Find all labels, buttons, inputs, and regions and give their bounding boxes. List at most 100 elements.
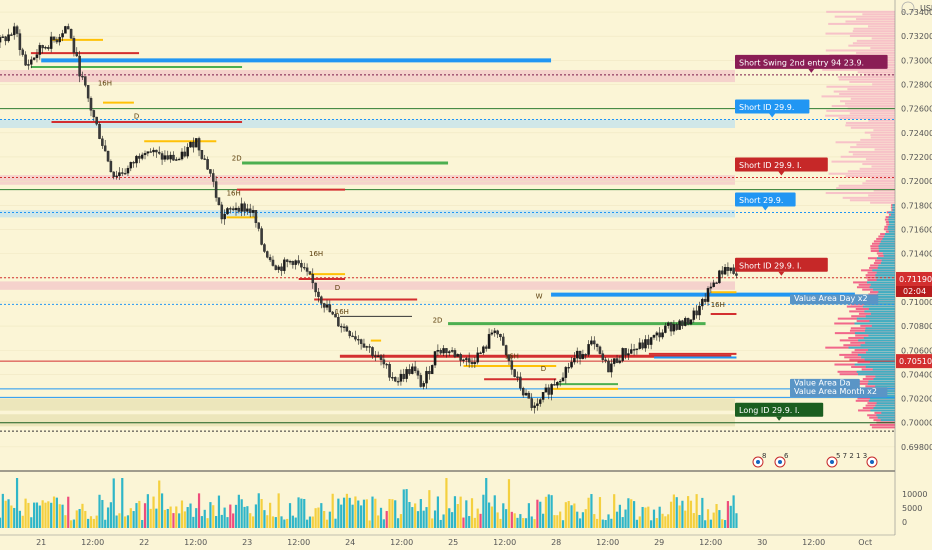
level-tag[interactable]: [735, 54, 888, 69]
candle-body: [280, 266, 283, 271]
volume-profile-bar: [867, 281, 895, 284]
candle-body: [328, 304, 332, 313]
candle-body: [473, 362, 477, 365]
level-tag[interactable]: [735, 257, 828, 272]
timeframe-label: 16H: [227, 190, 241, 198]
candle-body: [92, 110, 96, 118]
volume-bar: [271, 516, 275, 528]
candle-body: [371, 347, 374, 356]
volume-bar: [513, 513, 516, 528]
volume-bar: [21, 515, 24, 528]
time-tick-label: 22: [139, 538, 149, 547]
event-badges[interactable]: 8 6 5 7 2 1 3: [752, 452, 878, 468]
volume-bar: [328, 511, 331, 528]
level-labels[interactable]: Short Swing 2nd entry 94 23.9. Short ID 2…: [735, 54, 888, 421]
volume-bar: [35, 502, 39, 528]
volume-bar: [396, 518, 400, 528]
volume-profile-bar: [871, 324, 895, 327]
candle-body: [266, 251, 269, 258]
level-tag[interactable]: [735, 157, 828, 172]
volume-bar: [163, 509, 167, 528]
candle-body: [666, 322, 670, 326]
volume-bar: [368, 520, 371, 528]
candle-body: [263, 244, 266, 252]
level-tag[interactable]: [790, 294, 879, 305]
volume-bar: [50, 502, 53, 528]
volume-profile-bar: [870, 201, 895, 204]
volume-bar: [197, 493, 201, 528]
candle-body: [672, 324, 676, 332]
volume-bar: [601, 519, 604, 528]
volume-profile-bar: [848, 150, 895, 153]
candle-body: [121, 172, 124, 174]
candle-body: [44, 47, 47, 49]
volume-profile-bar: [865, 158, 895, 161]
candle-body: [288, 261, 292, 263]
volume-profile-bar: [876, 402, 895, 405]
candle-body: [180, 151, 184, 160]
level-tag[interactable]: [735, 402, 824, 417]
candle-body: [32, 57, 36, 60]
volume-bar: [735, 513, 738, 528]
candle-body: [203, 158, 206, 160]
volume-bar: [112, 478, 115, 528]
volume-bar: [212, 505, 215, 528]
volume-bar: [544, 496, 548, 528]
candle-body: [612, 358, 616, 364]
candle-body: [229, 208, 232, 210]
current-price-tag[interactable]: [896, 271, 932, 286]
volume-profile: [821, 10, 895, 429]
candle-body: [89, 97, 93, 111]
volume-profile-bar: [878, 291, 895, 294]
price-axis[interactable]: 0.73400 0.73200 0.73000 0.72800 0.72600 0.724…: [896, 8, 932, 452]
candle-body: [169, 154, 172, 160]
candle-body: [115, 175, 118, 178]
volume-profile-bar: [825, 49, 895, 52]
level-tag[interactable]: [735, 192, 796, 207]
volume-bar: [652, 509, 656, 528]
candle-body: [510, 360, 514, 370]
volume-bar: [95, 515, 98, 528]
level-tag[interactable]: [790, 378, 860, 389]
volume-bar: [254, 504, 258, 528]
volume-bar: [726, 501, 730, 528]
volume-profile-bar: [838, 78, 895, 81]
candle-body: [393, 377, 397, 382]
volume-bar: [630, 499, 633, 528]
volume-bar: [684, 510, 687, 528]
candle-body: [64, 26, 67, 34]
candle-body: [507, 354, 511, 361]
currency-badge[interactable]: USD: [901, 1, 932, 15]
volume-profile-bar: [870, 177, 895, 180]
volume-profile-bar: [825, 192, 895, 195]
level-tag[interactable]: [735, 99, 810, 114]
level-tag-pointer: [778, 171, 785, 176]
volume-profile-bar: [883, 235, 895, 238]
volume-profile-bar: [837, 76, 895, 79]
candle-body: [590, 340, 593, 345]
volume-bar: [547, 494, 550, 528]
time-axis[interactable]: 21 12:00 22 12:00 23 12:00 24 12:00 25 12:00 28 12:…: [36, 538, 872, 547]
volume-profile-bar: [864, 131, 895, 134]
volume-bar: [613, 494, 616, 528]
candle-body: [698, 305, 701, 316]
candle-body: [396, 381, 400, 383]
candle-body: [669, 322, 673, 332]
volume-bar: [331, 493, 334, 528]
volume-bar: [462, 517, 465, 528]
level-tag[interactable]: [790, 387, 888, 398]
volume-bar: [115, 515, 118, 528]
candle-body: [644, 339, 647, 349]
candle-body: [231, 208, 235, 211]
level-price-tag[interactable]: [896, 354, 932, 369]
volume-profile-bar: [867, 382, 895, 385]
volume-bars: [0, 478, 738, 528]
volume-profile-bar: [876, 414, 895, 417]
volume-profile-bar: [864, 310, 895, 313]
volume-bar: [431, 518, 434, 528]
candle-body: [376, 355, 380, 357]
volume-bar: [516, 517, 519, 528]
candle-body: [607, 360, 610, 373]
timeframe-label: 16H: [309, 250, 323, 258]
